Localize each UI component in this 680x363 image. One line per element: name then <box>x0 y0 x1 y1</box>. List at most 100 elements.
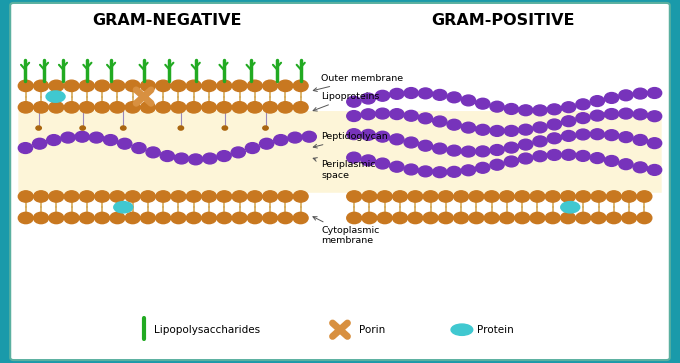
Circle shape <box>278 102 293 113</box>
Circle shape <box>519 105 533 116</box>
Ellipse shape <box>451 324 473 335</box>
Circle shape <box>418 88 432 99</box>
Circle shape <box>432 143 447 154</box>
Circle shape <box>103 135 118 146</box>
Circle shape <box>232 102 247 113</box>
Circle shape <box>576 191 591 202</box>
Circle shape <box>461 122 475 133</box>
Circle shape <box>519 124 533 135</box>
Circle shape <box>375 131 390 142</box>
Circle shape <box>186 212 201 224</box>
Circle shape <box>418 140 432 151</box>
Circle shape <box>33 138 47 149</box>
Circle shape <box>576 129 590 140</box>
Circle shape <box>278 80 293 91</box>
Circle shape <box>490 144 504 155</box>
Circle shape <box>447 92 461 103</box>
Circle shape <box>619 90 633 101</box>
Circle shape <box>222 126 228 130</box>
Circle shape <box>533 105 547 116</box>
Circle shape <box>377 191 392 202</box>
Circle shape <box>232 212 247 224</box>
Circle shape <box>171 191 186 202</box>
Circle shape <box>89 132 103 143</box>
Circle shape <box>469 212 484 224</box>
Text: Peptidoglycan: Peptidoglycan <box>313 132 388 148</box>
Circle shape <box>49 191 64 202</box>
Circle shape <box>120 126 126 130</box>
Circle shape <box>619 159 633 170</box>
Circle shape <box>362 191 377 202</box>
Circle shape <box>273 135 288 146</box>
Circle shape <box>505 156 518 167</box>
Circle shape <box>95 102 109 113</box>
Circle shape <box>80 126 86 130</box>
Circle shape <box>461 165 475 176</box>
Circle shape <box>347 212 362 224</box>
Circle shape <box>545 212 560 224</box>
Circle shape <box>201 191 216 202</box>
Circle shape <box>590 153 605 163</box>
Circle shape <box>461 146 475 157</box>
Circle shape <box>217 212 232 224</box>
Circle shape <box>404 137 418 148</box>
Circle shape <box>432 167 447 178</box>
Circle shape <box>392 191 407 202</box>
Circle shape <box>146 147 160 158</box>
Circle shape <box>156 102 171 113</box>
Circle shape <box>125 102 140 113</box>
Circle shape <box>418 113 432 124</box>
Circle shape <box>576 212 591 224</box>
Circle shape <box>547 119 562 130</box>
Circle shape <box>125 212 140 224</box>
Circle shape <box>262 126 268 130</box>
Circle shape <box>432 90 447 100</box>
Circle shape <box>390 89 404 99</box>
Circle shape <box>141 212 156 224</box>
Circle shape <box>201 212 216 224</box>
Circle shape <box>125 191 140 202</box>
Circle shape <box>562 131 576 141</box>
Circle shape <box>217 80 232 91</box>
Circle shape <box>619 132 633 143</box>
FancyBboxPatch shape <box>18 111 662 193</box>
Circle shape <box>404 164 418 175</box>
Circle shape <box>293 191 308 202</box>
Circle shape <box>519 139 533 150</box>
Circle shape <box>484 191 499 202</box>
Circle shape <box>607 191 622 202</box>
Circle shape <box>33 191 48 202</box>
Circle shape <box>607 212 622 224</box>
Circle shape <box>347 96 361 107</box>
Circle shape <box>171 212 186 224</box>
Circle shape <box>418 166 432 177</box>
FancyBboxPatch shape <box>10 3 670 360</box>
Circle shape <box>278 191 293 202</box>
Circle shape <box>647 87 662 98</box>
Circle shape <box>95 191 109 202</box>
Circle shape <box>633 162 647 173</box>
Circle shape <box>64 191 79 202</box>
Circle shape <box>156 80 171 91</box>
Circle shape <box>432 116 447 127</box>
Circle shape <box>248 102 262 113</box>
Circle shape <box>375 158 390 169</box>
Circle shape <box>260 138 274 149</box>
Circle shape <box>186 102 201 113</box>
Circle shape <box>547 133 562 144</box>
Circle shape <box>18 143 33 154</box>
Circle shape <box>423 191 438 202</box>
Circle shape <box>633 88 647 99</box>
Circle shape <box>80 80 95 91</box>
Circle shape <box>390 134 404 145</box>
Circle shape <box>390 161 404 172</box>
Text: Porin: Porin <box>359 325 385 335</box>
Circle shape <box>80 102 95 113</box>
Circle shape <box>361 155 375 166</box>
Circle shape <box>361 93 375 104</box>
Circle shape <box>47 135 61 146</box>
Circle shape <box>562 116 576 127</box>
Circle shape <box>18 212 33 224</box>
Circle shape <box>454 212 469 224</box>
Circle shape <box>591 212 606 224</box>
